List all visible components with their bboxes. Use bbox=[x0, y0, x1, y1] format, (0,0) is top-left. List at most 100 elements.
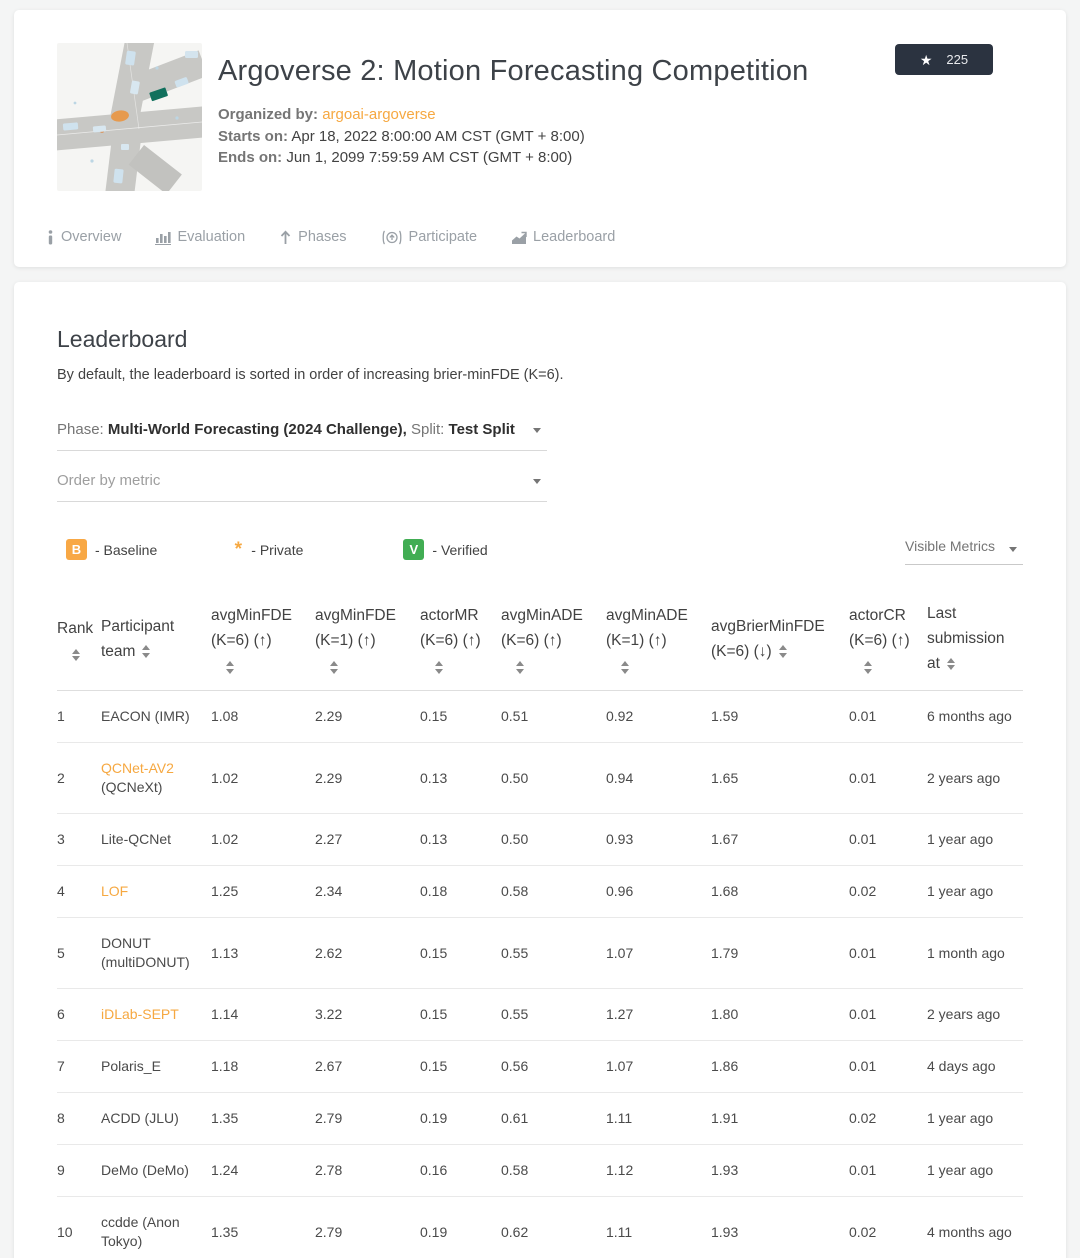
ends-on-label: Ends on: bbox=[218, 149, 283, 166]
metric-value-cell: 2.34 bbox=[315, 883, 343, 899]
last-submission-cell: 2 years ago bbox=[927, 769, 1001, 786]
metric-value-cell: 1.12 bbox=[606, 1162, 634, 1178]
organizer-link[interactable]: argoai-argoverse bbox=[322, 106, 436, 123]
metric-value-cell: 0.19 bbox=[420, 1223, 448, 1240]
metric-value-cell: 0.01 bbox=[849, 831, 877, 847]
phase-label: Phase: bbox=[57, 421, 104, 438]
page-title: Argoverse 2: Motion Forecasting Competit… bbox=[218, 55, 809, 87]
metric-value-cell: 0.16 bbox=[420, 1162, 448, 1178]
team-cell: Polaris_E bbox=[101, 1041, 211, 1092]
team-name[interactable]: EACON (IMR) bbox=[101, 708, 190, 724]
organized-by-label: Organized by: bbox=[218, 106, 319, 123]
column-header-label: Participant team bbox=[101, 617, 175, 660]
team-name[interactable]: DeMo (DeMo) bbox=[101, 1162, 189, 1178]
sort-icon[interactable] bbox=[142, 645, 151, 658]
column-header[interactable]: Last submission at bbox=[927, 601, 1023, 676]
team-name[interactable]: QCNet-AV2 bbox=[101, 760, 174, 776]
team-name[interactable]: iDLab-SEPT bbox=[101, 1006, 179, 1022]
rank-cell: 5 bbox=[57, 944, 65, 961]
metric-value-cell: 0.01 bbox=[849, 769, 877, 786]
metric-value-cell: 1.07 bbox=[606, 1058, 634, 1074]
rank-cell: 3 bbox=[57, 831, 65, 847]
metric-value-cell: 1.86 bbox=[711, 1058, 739, 1074]
metric-value-cell: 0.02 bbox=[849, 1110, 877, 1126]
metric-value-cell: 2.79 bbox=[315, 1110, 343, 1126]
leaderboard-table: Rank Participant team avgMinFDE (K=6) (↑… bbox=[57, 591, 1023, 1258]
team-name[interactable]: Lite-QCNet bbox=[101, 831, 172, 847]
metric-value-cell: 1.07 bbox=[606, 944, 634, 961]
visible-metrics-select[interactable]: Visible Metrics bbox=[905, 534, 1023, 565]
last-submission-cell: 4 months ago bbox=[927, 1223, 1012, 1240]
table-row: 3 Lite-QCNet 1.02 2.27 0.13 bbox=[57, 814, 1023, 866]
team-suffix: (multiDONUT) bbox=[101, 954, 190, 970]
rank-cell: 9 bbox=[57, 1162, 65, 1178]
sort-icon[interactable] bbox=[946, 657, 955, 671]
sort-icon[interactable] bbox=[516, 661, 598, 674]
star-button[interactable]: ★ 225 bbox=[895, 44, 993, 75]
team-name[interactable]: ccdde bbox=[101, 1214, 139, 1230]
starts-on-line: Starts on: Apr 18, 2022 8:00:00 AM CST (… bbox=[218, 126, 808, 148]
column-header-label: avgBrierMinFDE (K=6) (↓) bbox=[711, 617, 825, 660]
split-label: Split: bbox=[410, 421, 445, 438]
tab[interactable]: Phases bbox=[279, 229, 347, 245]
tab-label: Leaderboard bbox=[533, 229, 616, 245]
column-header[interactable]: avgMinFDE (K=6) (↑) bbox=[211, 603, 315, 674]
sort-icon[interactable] bbox=[72, 648, 93, 662]
legend-item: V - Verified bbox=[403, 539, 488, 560]
column-header[interactable]: avgMinADE (K=6) (↑) bbox=[501, 603, 606, 674]
star-icon: ★ bbox=[919, 51, 933, 68]
team-cell: LOF bbox=[101, 866, 211, 917]
sort-icon[interactable] bbox=[864, 661, 919, 674]
team-cell: QCNet-AV2 (QCNeXt) bbox=[101, 743, 211, 813]
metric-value-cell: 1.67 bbox=[711, 831, 739, 847]
order-by-metric-select[interactable]: Order by metric bbox=[57, 460, 547, 502]
tab[interactable]: Overview bbox=[46, 229, 121, 245]
team-cell: Lite-QCNet bbox=[101, 814, 211, 865]
star-count: 225 bbox=[946, 52, 969, 67]
tab[interactable]: Evaluation bbox=[155, 229, 245, 245]
metric-value-cell: 0.15 bbox=[420, 708, 448, 724]
tab[interactable]: Participate bbox=[381, 229, 477, 245]
intersection-map-image bbox=[57, 43, 202, 191]
team-name[interactable]: LOF bbox=[101, 883, 129, 899]
metric-value-cell: 0.02 bbox=[849, 1223, 877, 1240]
legend-symbol: B bbox=[66, 539, 87, 560]
table-row: 10 ccdde (Anon Tokyo) 1.35 2.79 0.19 bbox=[57, 1197, 1023, 1258]
sort-icon[interactable] bbox=[330, 661, 412, 674]
column-header[interactable]: avgBrierMinFDE (K=6) (↓) bbox=[711, 614, 849, 664]
phase-select[interactable]: Phase: Multi-World Forecasting (2024 Cha… bbox=[57, 409, 547, 451]
sort-icon[interactable] bbox=[621, 661, 703, 674]
column-header[interactable]: Participant team bbox=[101, 614, 211, 664]
team-name[interactable]: Polaris_E bbox=[101, 1058, 161, 1074]
tab[interactable]: Leaderboard bbox=[511, 229, 615, 245]
column-header[interactable]: Rank bbox=[57, 616, 101, 662]
column-header[interactable]: avgMinADE (K=1) (↑) bbox=[606, 603, 711, 674]
sort-icon[interactable] bbox=[778, 645, 787, 658]
sort-icon[interactable] bbox=[435, 661, 493, 674]
tab-label: Evaluation bbox=[177, 229, 246, 245]
team-cell: iDLab-SEPT bbox=[101, 989, 211, 1040]
column-header-label: avgMinADE (K=1) (↑) bbox=[606, 607, 688, 650]
sort-icon[interactable] bbox=[226, 661, 307, 674]
tab-label: Overview bbox=[61, 229, 122, 245]
column-header[interactable]: actorMR (K=6) (↑) bbox=[420, 603, 501, 674]
column-header[interactable]: actorCR (K=6) (↑) bbox=[849, 603, 927, 674]
order-by-placeholder: Order by metric bbox=[57, 472, 161, 489]
column-header[interactable]: avgMinFDE (K=1) (↑) bbox=[315, 603, 420, 674]
team-name[interactable]: DONUT bbox=[101, 935, 151, 951]
metric-value-cell: 1.91 bbox=[711, 1110, 739, 1126]
team-suffix: (Anon Tokyo) bbox=[101, 1214, 180, 1249]
team-name[interactable]: ACDD (JLU) bbox=[101, 1110, 179, 1126]
metric-value-cell: 0.15 bbox=[420, 1006, 448, 1022]
legend-symbol: * bbox=[234, 538, 242, 560]
team-cell: ccdde (Anon Tokyo) bbox=[101, 1197, 211, 1258]
metric-value-cell: 1.08 bbox=[211, 708, 239, 724]
metric-value-cell: 2.62 bbox=[315, 944, 343, 961]
metric-value-cell: 0.61 bbox=[501, 1110, 529, 1126]
last-submission-cell: 1 year ago bbox=[927, 1110, 994, 1126]
metric-value-cell: 1.80 bbox=[711, 1006, 739, 1022]
table-row: 9 DeMo (DeMo) 1.24 2.78 0.16 bbox=[57, 1145, 1023, 1197]
upload-icon bbox=[382, 230, 401, 244]
last-submission-cell: 6 months ago bbox=[927, 708, 1012, 724]
column-header-label: avgMinFDE (K=1) (↑) bbox=[315, 607, 396, 650]
